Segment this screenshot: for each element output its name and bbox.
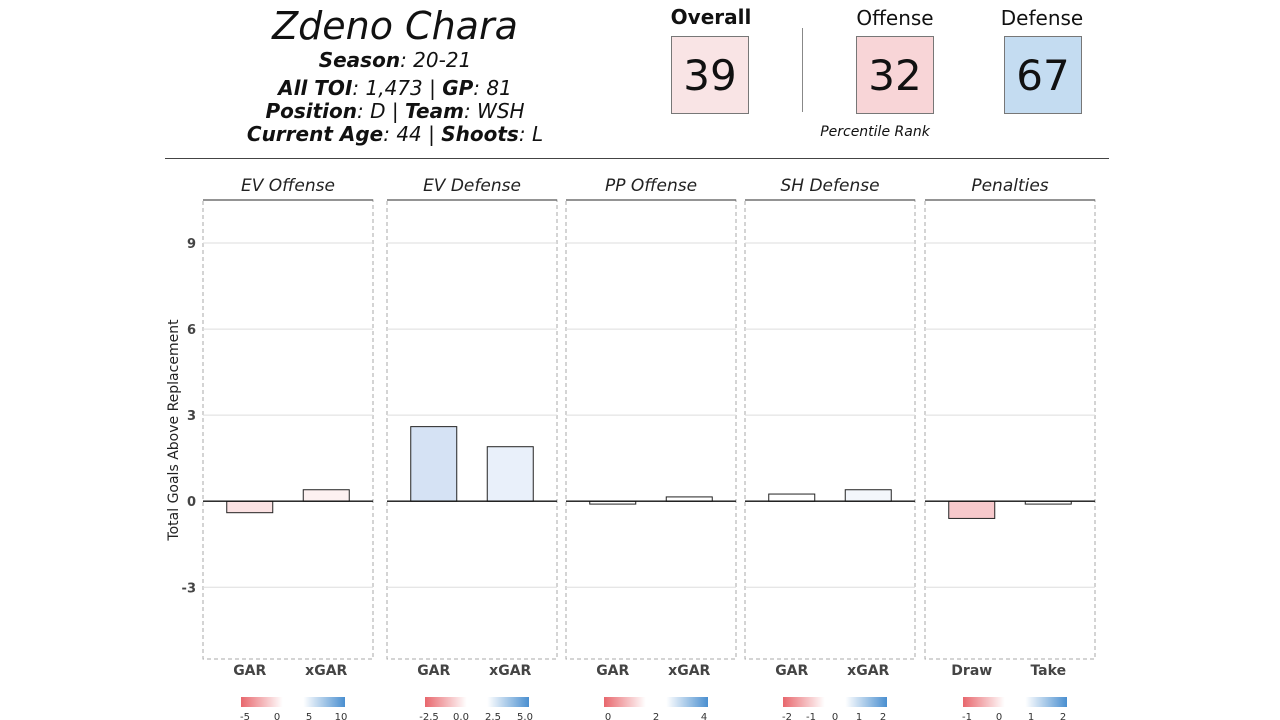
toi-gp-line: All TOI: 1,473 | GP: 81: [278, 76, 512, 100]
bar: [948, 500, 996, 519]
header-divider: [165, 158, 1109, 159]
season-value: 20-21: [413, 48, 472, 72]
x-tick-label: Draw: [951, 663, 992, 679]
x-tick-label: GAR: [596, 663, 629, 679]
color-legend-tick: -1: [962, 712, 972, 720]
panel-frame: [565, 199, 737, 660]
color-legend-tick: -1: [806, 712, 816, 720]
overall-title: Overall: [670, 5, 752, 29]
color-legend-bar: [963, 697, 1067, 707]
color-legend-bar: [783, 697, 887, 707]
team-value: WSH: [477, 99, 525, 123]
color-legend-tick: 0: [832, 712, 838, 720]
age-shoots-line: Current Age: 44 | Shoots: L: [246, 122, 544, 146]
color-legend-tick: 0: [605, 712, 611, 720]
offense-score-value: 32: [868, 50, 922, 100]
season-line: Season: 20-21: [318, 48, 472, 72]
bar: [768, 493, 816, 502]
toi-label: All TOI: [278, 76, 353, 100]
season-label: Season: [318, 48, 401, 72]
color-legend-tick: 5: [306, 712, 312, 720]
shoots-label: Shoots: [441, 122, 519, 146]
x-tick-label: xGAR: [489, 663, 531, 679]
color-legend-tick: 1: [1028, 712, 1034, 720]
x-tick-label: Take: [1030, 663, 1066, 679]
bar: [226, 500, 274, 514]
color-legend-tick: 0: [274, 712, 280, 720]
color-legend-bar: [604, 697, 708, 707]
panel-frame: [744, 199, 916, 660]
y-tick-label: 0: [187, 495, 196, 510]
color-legend-tick: 2: [1060, 712, 1066, 720]
color-legend-tick: -2.5: [419, 712, 439, 720]
color-legend-tick: 2: [880, 712, 886, 720]
defense-title: Defense: [1000, 6, 1084, 30]
color-legend-tick: 5.0: [517, 712, 533, 720]
age-value: 44: [396, 122, 422, 146]
y-axis-label: Total Goals Above Replacement: [166, 319, 182, 542]
color-legend-tick: 0: [996, 712, 1002, 720]
age-label: Current Age: [246, 122, 384, 146]
overall-score-box: 39: [671, 36, 749, 114]
toi-value: 1,473: [365, 76, 423, 100]
percentile-rank-label: Percentile Rank: [820, 124, 930, 140]
panel-frame: [202, 199, 374, 660]
color-legend-tick: 2.5: [485, 712, 501, 720]
gp-label: GP: [442, 76, 474, 100]
panel-title: Penalties: [971, 176, 1048, 196]
bar: [302, 489, 350, 502]
panel-title: SH Defense: [780, 176, 879, 196]
panel-title: EV Offense: [241, 176, 335, 196]
x-tick-label: xGAR: [668, 663, 710, 679]
offense-score-box: 32: [856, 36, 934, 114]
panel-frame: [924, 199, 1096, 660]
shoots-value: L: [531, 122, 544, 146]
team-label: Team: [404, 99, 464, 123]
x-tick-label: xGAR: [305, 663, 347, 679]
offense-title: Offense: [856, 6, 934, 30]
score-divider: [802, 28, 803, 112]
panel-title: EV Defense: [423, 176, 521, 196]
y-tick-label: -3: [182, 581, 196, 596]
color-legend-tick: 2: [653, 712, 659, 720]
x-tick-label: GAR: [775, 663, 808, 679]
color-legend-tick: 0.0: [453, 712, 469, 720]
panel-title: PP Offense: [605, 176, 697, 196]
bar: [844, 489, 892, 502]
x-tick-label: xGAR: [847, 663, 889, 679]
color-legend-tick: 1: [856, 712, 862, 720]
x-tick-label: GAR: [417, 663, 450, 679]
y-tick-label: 6: [187, 323, 196, 338]
defense-score-box: 67: [1004, 36, 1082, 114]
bar: [486, 446, 534, 502]
position-label: Position: [265, 99, 357, 123]
color-legend-tick: 10: [335, 712, 348, 720]
bar: [410, 426, 458, 502]
color-legend-bar: [425, 697, 529, 707]
player-name: Zdeno Chara: [272, 4, 518, 48]
color-legend-bar: [241, 697, 345, 707]
defense-score-value: 67: [1016, 50, 1070, 100]
color-legend-tick: 4: [701, 712, 707, 720]
color-legend-tick: -2: [782, 712, 792, 720]
y-tick-label: 3: [187, 409, 196, 424]
color-legend-tick: -5: [240, 712, 250, 720]
x-tick-label: GAR: [233, 663, 266, 679]
overall-score-value: 39: [683, 50, 737, 100]
gp-value: 81: [486, 76, 512, 100]
y-tick-label: 9: [187, 237, 196, 252]
position-team-line: Position: D | Team: WSH: [265, 99, 525, 123]
position-value: D: [370, 99, 386, 123]
